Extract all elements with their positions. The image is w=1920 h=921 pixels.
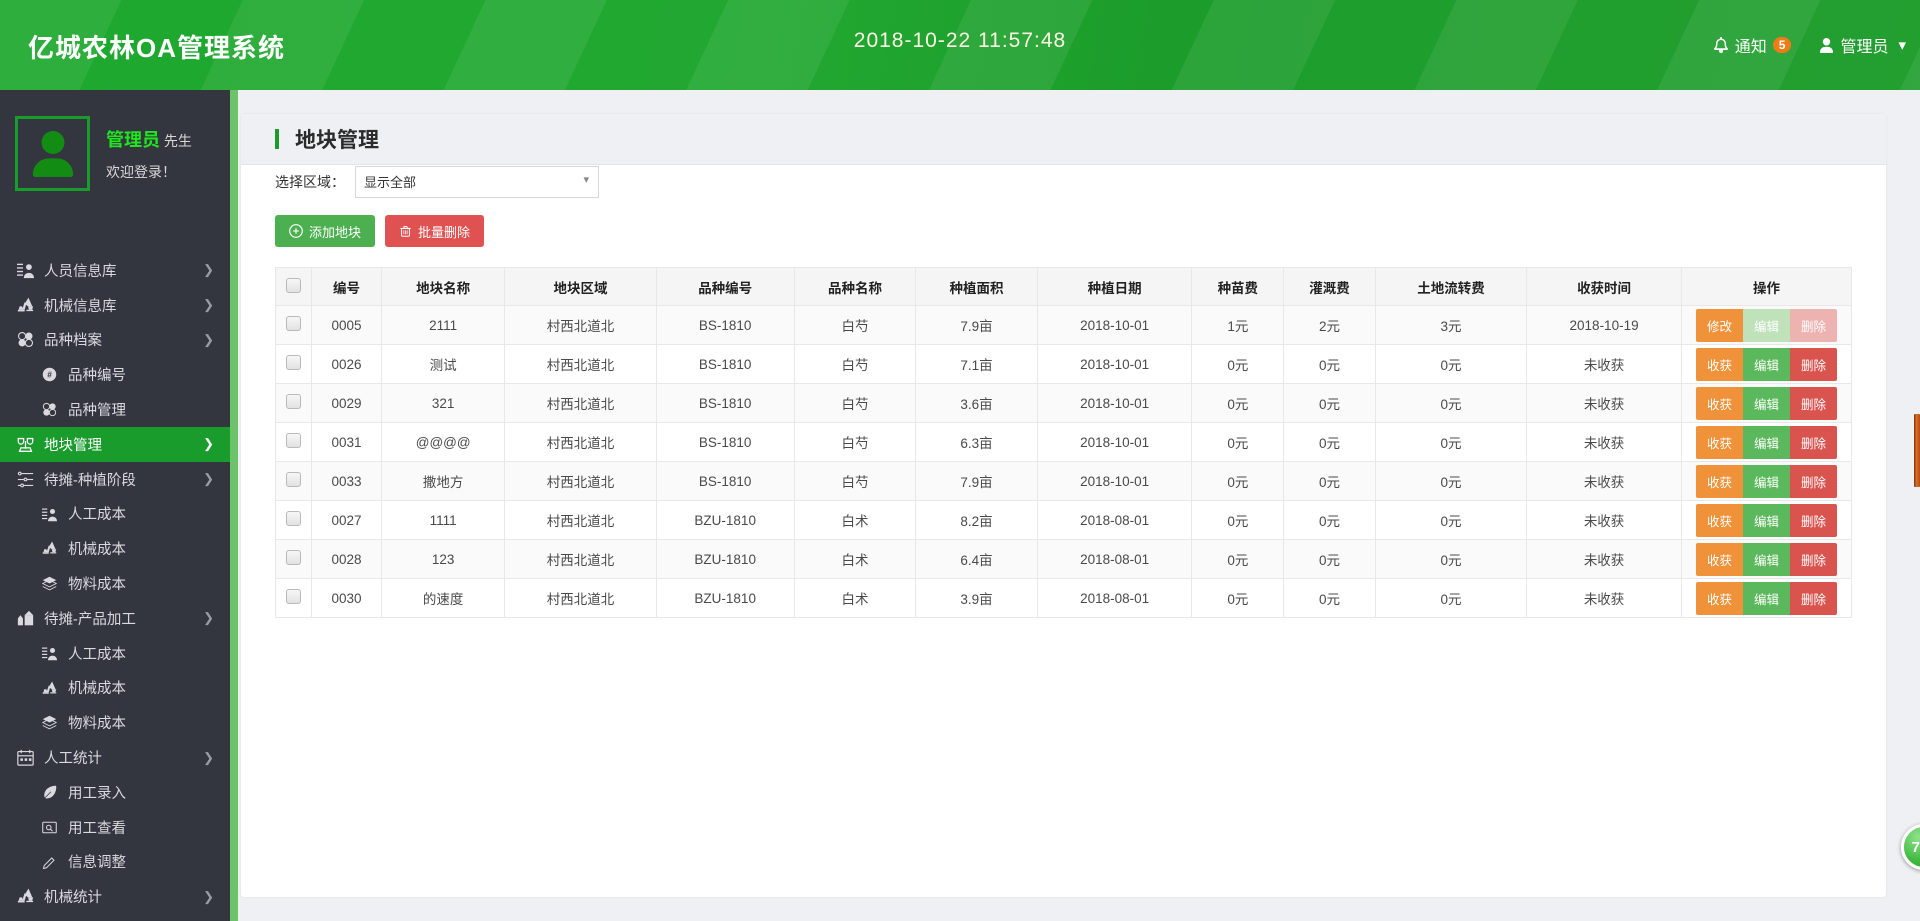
svg-text:#: # (47, 371, 52, 380)
